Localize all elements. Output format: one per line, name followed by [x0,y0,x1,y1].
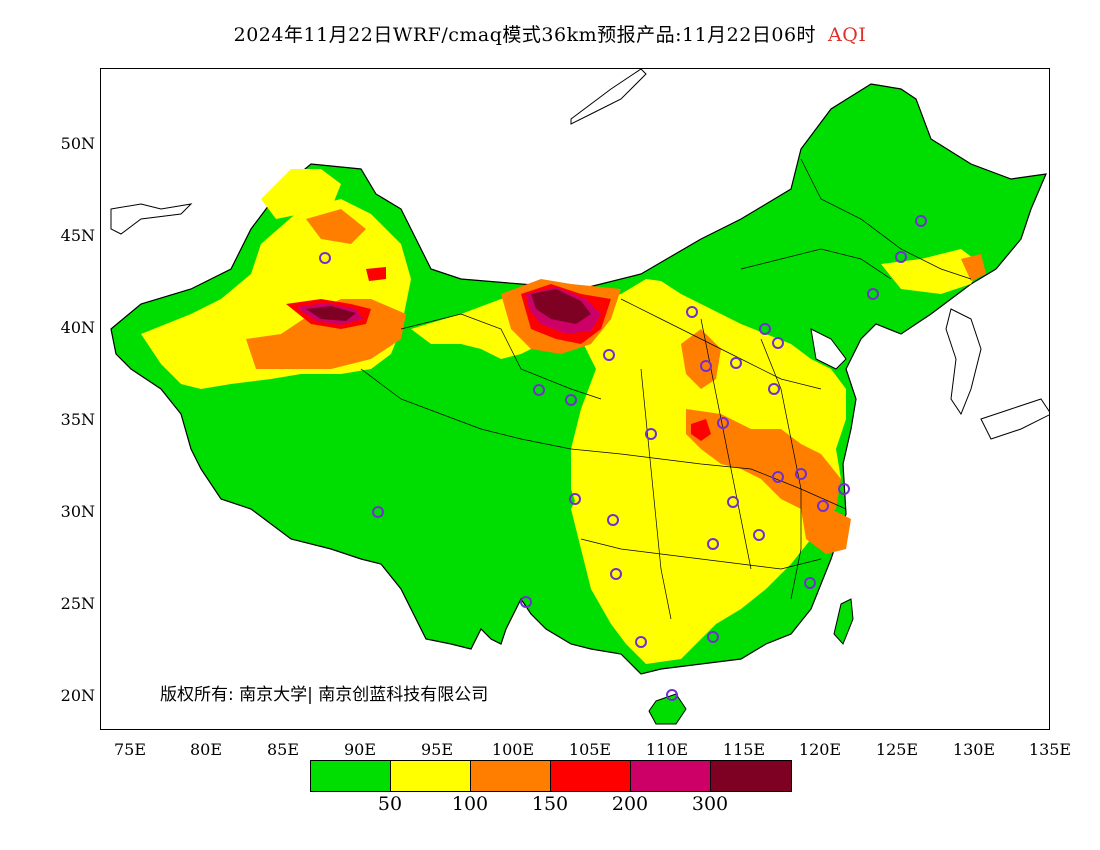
station-marker [895,251,907,263]
lat-label-50n: 50N [60,134,95,153]
station-marker [319,252,331,264]
region-red-henan [691,419,711,441]
station-marker [759,323,771,335]
lon-label-105e: 105E [568,740,612,759]
region-yellow-northeast [881,249,981,294]
station-marker [772,337,784,349]
lon-label-80e: 80E [189,740,223,759]
colorbar-swatch-2 [391,761,471,791]
station-marker [569,493,581,505]
lat-label-45n: 45N [60,226,95,245]
map-title: 2024年11月22日WRF/cmaq模式36km预报产品:11月22日06时 A… [0,20,1100,47]
colorbar-label-100: 100 [451,793,489,815]
lon-label-120e: 120E [798,740,842,759]
lon-label-85e: 85E [266,740,300,759]
region-taiwan [833,598,854,645]
station-marker [727,496,739,508]
aqi-map [110,69,1049,725]
region-yellow-north [261,169,341,219]
lon-label-115e: 115E [722,740,766,759]
colorbar-swatch-6 [711,761,791,791]
station-marker [772,471,784,483]
station-marker [730,357,742,369]
station-marker [817,500,829,512]
region-maroon-inner-mongolia [531,289,591,324]
lon-label-135e: 135E [1028,740,1072,759]
province-boundaries [360,158,972,620]
outline-japan [980,398,1049,440]
lat-label-35n: 35N [60,410,95,429]
lon-label-95e: 95E [420,740,454,759]
copyright-text: 版权所有: 南京大学| 南京创蓝科技有限公司 [160,685,489,705]
colorbar-swatch-5 [631,761,711,791]
station-marker [804,577,816,589]
region-yellow-sichuan [571,449,646,539]
station-marker [795,468,807,480]
station-marker [707,538,719,550]
lon-label-75e: 75E [113,740,147,759]
station-marker [565,394,577,406]
map-panel [100,68,1050,730]
colorbar-swatch-4 [551,761,631,791]
lat-label-40n: 40N [60,318,95,337]
lat-label-30n: 30N [60,502,95,521]
station-marker [915,215,927,227]
lon-label-110e: 110E [645,740,689,759]
station-marker [610,568,622,580]
station-marker [666,689,678,701]
station-marker [645,428,657,440]
outline-kazakh-coast [110,203,193,235]
station-marker [768,383,780,395]
station-marker [372,506,384,518]
title-aqi: AQI [828,24,867,46]
region-maroon-xinjiang [306,306,356,321]
lat-label-20n: 20N [60,686,95,705]
lon-label-130e: 130E [952,740,996,759]
outline-baikal [570,69,647,125]
aqi-colorbar [310,760,792,792]
outline-bay [810,328,847,370]
station-marker [533,384,545,396]
station-marker [707,631,719,643]
lat-label-25n: 25N [60,594,95,613]
station-marker [867,288,879,300]
region-red-north [366,267,386,281]
station-marker [686,306,698,318]
outline-korea [945,308,982,416]
station-marker [635,636,647,648]
colorbar-swatch-1 [311,761,391,791]
region-orange-north [306,209,366,244]
station-marker [607,514,619,526]
colorbar-label-200: 200 [611,793,649,815]
station-marker [520,596,532,608]
lon-label-125e: 125E [875,740,919,759]
colorbar-swatch-3 [471,761,551,791]
station-marker [717,417,729,429]
title-text: 2024年11月22日WRF/cmaq模式36km预报产品:11月22日06时 [233,24,817,46]
region-orange-jiangsu [801,509,851,554]
station-marker [838,483,850,495]
lon-label-90e: 90E [343,740,377,759]
station-marker [753,529,765,541]
colorbar-label-50: 50 [377,793,403,815]
station-markers [319,215,927,701]
lon-label-100e: 100E [491,740,535,759]
region-orange-liaoning [961,254,986,281]
colorbar-label-300: 300 [691,793,729,815]
station-marker [700,360,712,372]
station-marker [603,349,615,361]
colorbar-label-150: 150 [531,793,569,815]
